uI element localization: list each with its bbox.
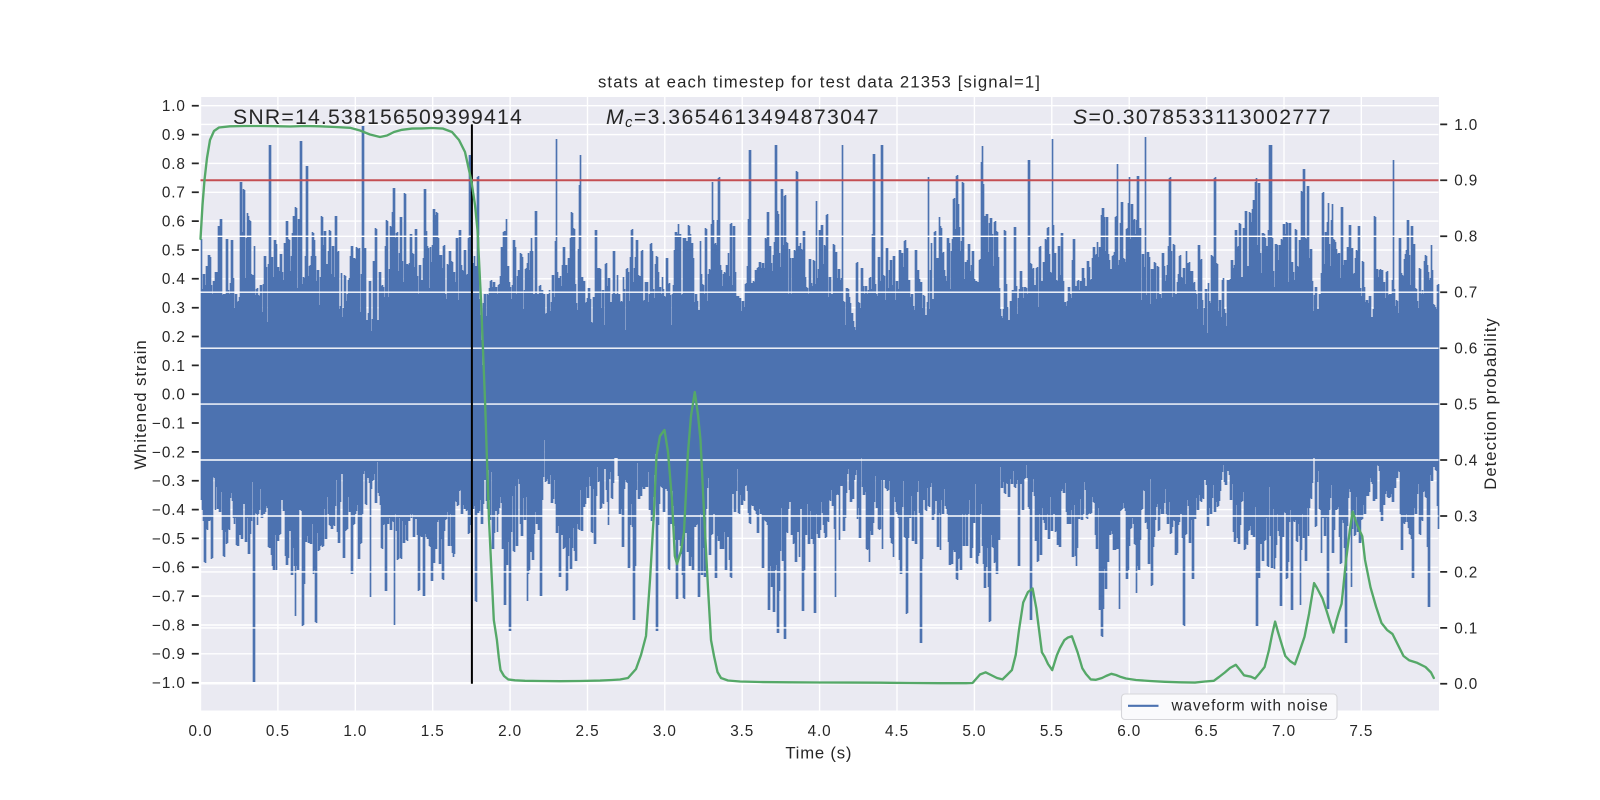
svg-text:3.5: 3.5 — [730, 723, 754, 740]
svg-text:−0.9: −0.9 — [152, 646, 186, 663]
svg-text:0.6: 0.6 — [1454, 341, 1478, 358]
svg-text:−0.5: −0.5 — [152, 531, 186, 548]
svg-text:1.0: 1.0 — [162, 98, 186, 115]
svg-text:7.0: 7.0 — [1272, 723, 1296, 740]
svg-text:0.7: 0.7 — [1454, 285, 1478, 302]
svg-text:S=0.3078533113002777: S=0.3078533113002777 — [1073, 106, 1332, 129]
svg-text:7.5: 7.5 — [1349, 723, 1373, 740]
svg-text:0.1: 0.1 — [1454, 620, 1478, 637]
svg-text:0.8: 0.8 — [162, 156, 186, 173]
svg-text:5.5: 5.5 — [1040, 723, 1064, 740]
svg-text:6.0: 6.0 — [1117, 723, 1141, 740]
svg-text:0.2: 0.2 — [1454, 564, 1478, 581]
svg-text:0.3: 0.3 — [162, 300, 186, 317]
svg-text:Time (s): Time (s) — [785, 744, 852, 763]
svg-text:2.5: 2.5 — [576, 723, 600, 740]
svg-text:−0.4: −0.4 — [152, 502, 186, 519]
svg-text:Whitened strain: Whitened strain — [131, 339, 150, 469]
svg-text:0.6: 0.6 — [162, 214, 186, 231]
svg-text:0.4: 0.4 — [162, 271, 186, 288]
svg-text:0.5: 0.5 — [162, 242, 186, 259]
svg-text:0.0: 0.0 — [162, 387, 186, 404]
svg-text:0.0: 0.0 — [189, 723, 213, 740]
svg-text:0.9: 0.9 — [162, 127, 186, 144]
svg-text:0.8: 0.8 — [1454, 229, 1478, 246]
svg-text:0.2: 0.2 — [162, 329, 186, 346]
svg-text:5.0: 5.0 — [962, 723, 986, 740]
svg-text:0.0: 0.0 — [1454, 676, 1478, 693]
svg-text:0.1: 0.1 — [162, 358, 186, 375]
svg-text:6.5: 6.5 — [1195, 723, 1219, 740]
svg-text:−0.2: −0.2 — [152, 444, 186, 461]
svg-text:−1.0: −1.0 — [152, 675, 186, 692]
svg-text:−0.8: −0.8 — [152, 617, 186, 634]
svg-text:1.0: 1.0 — [343, 723, 367, 740]
svg-text:0.9: 0.9 — [1454, 173, 1478, 190]
svg-text:4.0: 4.0 — [808, 723, 832, 740]
svg-text:0.3: 0.3 — [1454, 508, 1478, 525]
svg-text:0.4: 0.4 — [1454, 452, 1478, 469]
svg-text:0.7: 0.7 — [162, 185, 186, 202]
svg-text:Mc=3.3654613494873047: Mc=3.3654613494873047 — [606, 106, 880, 131]
svg-text:stats at each timestep for tes: stats at each timestep for test data 213… — [598, 72, 1041, 91]
svg-text:4.5: 4.5 — [885, 723, 909, 740]
svg-text:−0.1: −0.1 — [152, 415, 186, 432]
svg-text:−0.3: −0.3 — [152, 473, 186, 490]
svg-text:1.0: 1.0 — [1454, 117, 1478, 134]
svg-text:Detection probability: Detection probability — [1481, 317, 1500, 489]
svg-text:3.0: 3.0 — [653, 723, 677, 740]
svg-text:0.5: 0.5 — [266, 723, 290, 740]
svg-text:0.5: 0.5 — [1454, 397, 1478, 414]
svg-text:SNR=14.538156509399414: SNR=14.538156509399414 — [233, 106, 523, 129]
svg-text:2.0: 2.0 — [498, 723, 522, 740]
svg-text:1.5: 1.5 — [421, 723, 445, 740]
svg-text:waveform with noise: waveform with noise — [1171, 697, 1329, 714]
svg-text:−0.7: −0.7 — [152, 589, 186, 606]
svg-text:−0.6: −0.6 — [152, 560, 186, 577]
